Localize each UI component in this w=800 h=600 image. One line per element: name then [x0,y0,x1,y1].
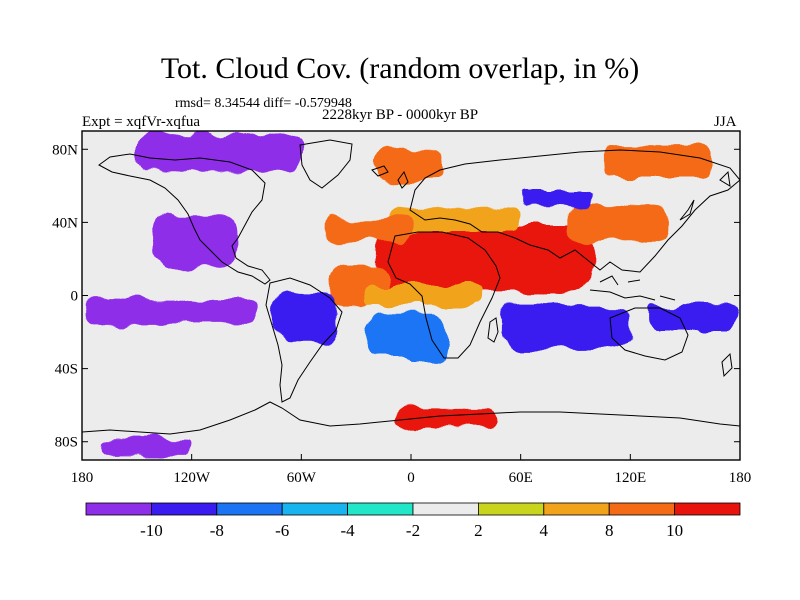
colorbar-label: 2 [474,521,483,540]
x-tick-label: 60E [509,470,533,486]
region-antarctic-blue [100,438,192,457]
colorbar-swatch [608,502,676,516]
region-west-us [155,213,238,269]
y-tick-label: 80N [52,142,78,158]
coastline-south-america [265,277,343,403]
colorbar-label: -2 [406,521,420,540]
figure-title: Tot. Cloud Cov. (random overlap, in %) [160,52,640,85]
region-arabia-core [474,226,576,274]
coastline-antarctica [82,401,740,435]
x-tick-label: 0 [407,470,415,486]
coastline-madagascar [487,317,499,343]
y-tick-label: 0 [71,289,79,305]
period-label: 2228kyr BP - 0000kyr BP [322,107,479,123]
colorbar-label: -4 [341,521,356,540]
coastline-indonesia [589,275,676,301]
x-tick-label: 180 [729,470,752,486]
x-tick-label: 120W [173,470,211,486]
colorbar-swatch [412,502,479,516]
coastline-eurasia [409,149,740,273]
experiment-label: Expt = xqfVr-xqfua [82,114,201,130]
region-arctic-norway [374,149,448,183]
colorbar-swatch [150,502,218,516]
season-label: JJA [714,114,737,130]
region-east-asia [566,204,667,241]
colorbar-swatch [85,502,152,516]
region-south-atlantic [365,313,448,360]
region-canada-arctic [136,134,302,172]
region-mediterranean [392,207,521,232]
y-tick-label: 40N [52,215,78,231]
colorbar-swatch [674,502,741,516]
colorbar-label: -8 [210,521,224,540]
coastline-new-zealand [721,352,733,378]
colorbar-swatch [281,502,349,516]
region-central-asia [520,189,594,208]
colorbar-swatch [477,502,545,516]
coastline-japan [679,170,731,221]
colorbar-swatch [543,502,610,516]
coastline-australia [609,307,689,361]
x-tick-label: 120E [614,470,646,486]
region-east-pacific-south [85,299,256,323]
region-south-america [273,291,338,342]
y-tick-label: 40S [55,362,78,378]
region-north-atlantic-red [328,218,411,241]
colorbar-label: -10 [140,521,163,540]
colorbar-label: 4 [540,521,549,540]
region-siberia-east [602,145,713,179]
coastline-africa [387,231,501,359]
colorbar-label: 8 [605,521,614,540]
region-indian-ocean-south [502,304,631,351]
region-southern-ocean-red [392,408,494,428]
colorbar-label: -6 [275,521,289,540]
region-sahel-orange [365,284,485,307]
stats-label: rmsd= 8.34544 diff= -0.579948 [175,96,352,111]
coastline-north-america [98,153,271,285]
y-tick-label: 80S [55,435,78,451]
colorbar-swatch [347,502,414,516]
coastline-britain [371,165,409,189]
x-tick-label: 60W [287,470,317,486]
coastline-greenland [299,139,353,189]
x-tick-label: 180 [71,470,94,486]
region-west-pacific-south [648,304,737,333]
colorbar-swatch [216,502,283,516]
colorbar-label: 10 [666,521,683,540]
